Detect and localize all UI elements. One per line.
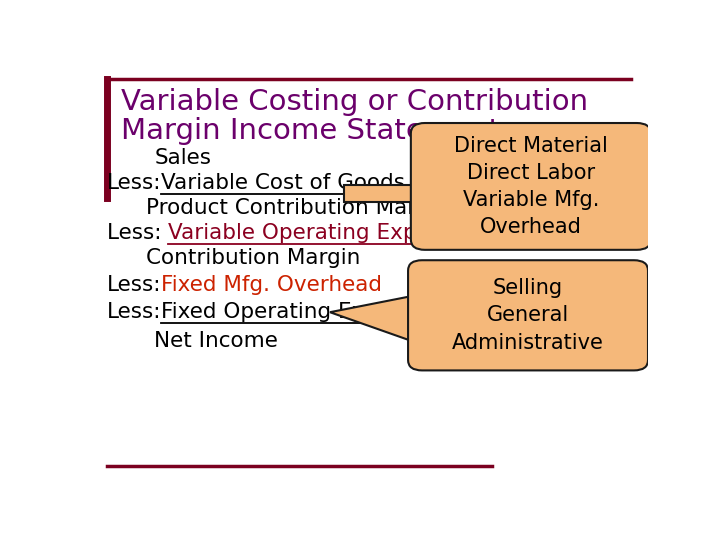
FancyBboxPatch shape: [408, 260, 648, 370]
Text: Selling
General
Administrative: Selling General Administrative: [452, 278, 604, 353]
Text: Fixed Operating Expenses: Fixed Operating Expenses: [161, 302, 441, 322]
Text: Net Income: Net Income: [154, 332, 278, 352]
Text: Less:: Less:: [107, 173, 161, 193]
Text: Less:: Less:: [107, 302, 161, 322]
Polygon shape: [425, 295, 438, 345]
FancyBboxPatch shape: [411, 123, 651, 250]
Text: Variable Operating Expenses: Variable Operating Expenses: [168, 223, 480, 243]
Text: Contribution Margin: Contribution Margin: [145, 248, 360, 268]
Text: Margin Income Statement: Margin Income Statement: [121, 117, 500, 145]
Text: Variable Cost of Goods Sold: Variable Cost of Goods Sold: [161, 173, 459, 193]
Text: Direct Material
Direct Labor
Variable Mfg.
Overhead: Direct Material Direct Labor Variable Mf…: [454, 136, 608, 237]
Polygon shape: [330, 293, 428, 347]
Text: Fixed Mfg. Overhead: Fixed Mfg. Overhead: [161, 275, 382, 295]
FancyArrow shape: [344, 185, 425, 202]
Text: Product Contribution Margin: Product Contribution Margin: [145, 198, 449, 218]
Text: Sales: Sales: [154, 148, 211, 168]
Text: Less:: Less:: [107, 275, 161, 295]
Text: Variable Costing or Contribution: Variable Costing or Contribution: [121, 87, 588, 116]
Text: Less:: Less:: [107, 223, 168, 243]
